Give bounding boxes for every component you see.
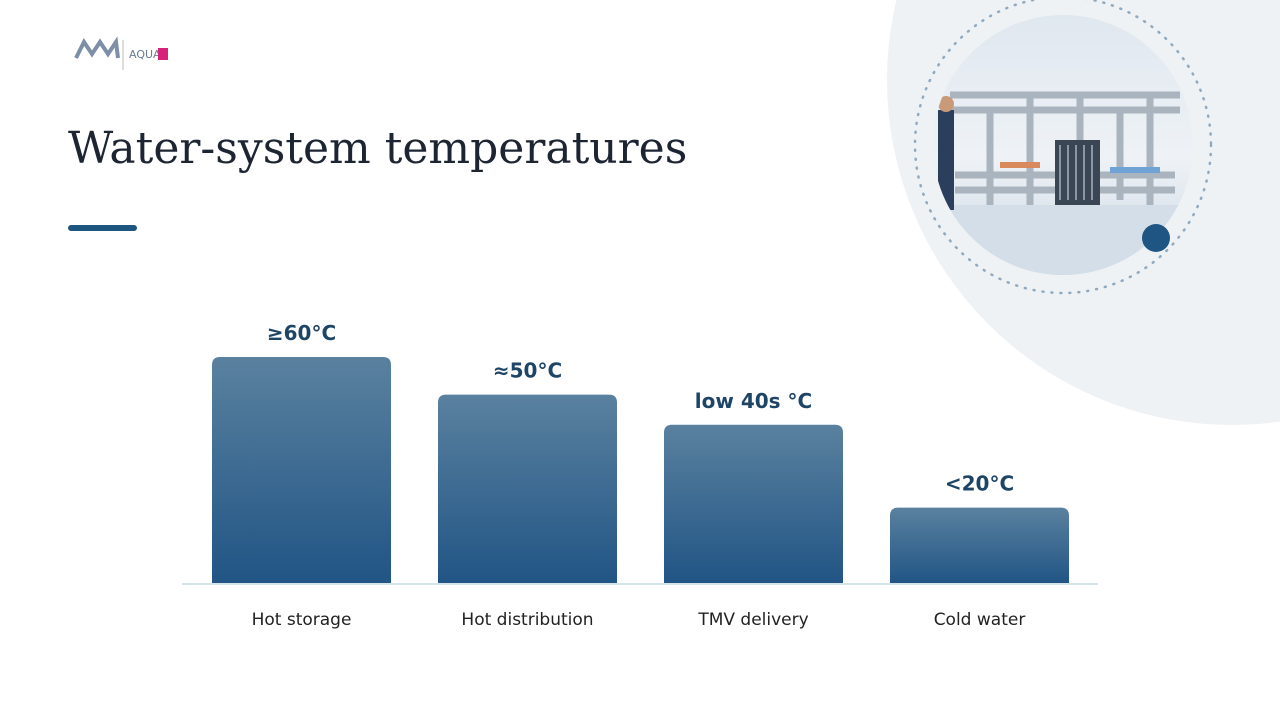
logo-text: AQUA <box>129 48 161 61</box>
accent-dot <box>1142 224 1170 252</box>
x-tick-label: TMV delivery <box>697 610 808 630</box>
value-label: ≈50°C <box>493 359 562 383</box>
bar <box>890 507 1069 583</box>
bar <box>438 394 617 583</box>
bar <box>664 424 843 583</box>
title-accent <box>68 225 137 231</box>
value-label: ≥60°C <box>267 321 336 345</box>
dotted-ring <box>913 0 1213 295</box>
logo: AQUA <box>74 36 168 70</box>
value-label: low 40s °C <box>695 389 812 413</box>
bar <box>212 357 391 583</box>
value-label: <20°C <box>945 472 1014 496</box>
chart-title: Water-system temperatures <box>68 123 687 174</box>
x-tick-label: Cold water <box>934 610 1026 630</box>
illustration <box>933 15 1193 275</box>
x-tick-label: Hot distribution <box>461 610 593 630</box>
x-tick-label: Hot storage <box>252 610 352 630</box>
